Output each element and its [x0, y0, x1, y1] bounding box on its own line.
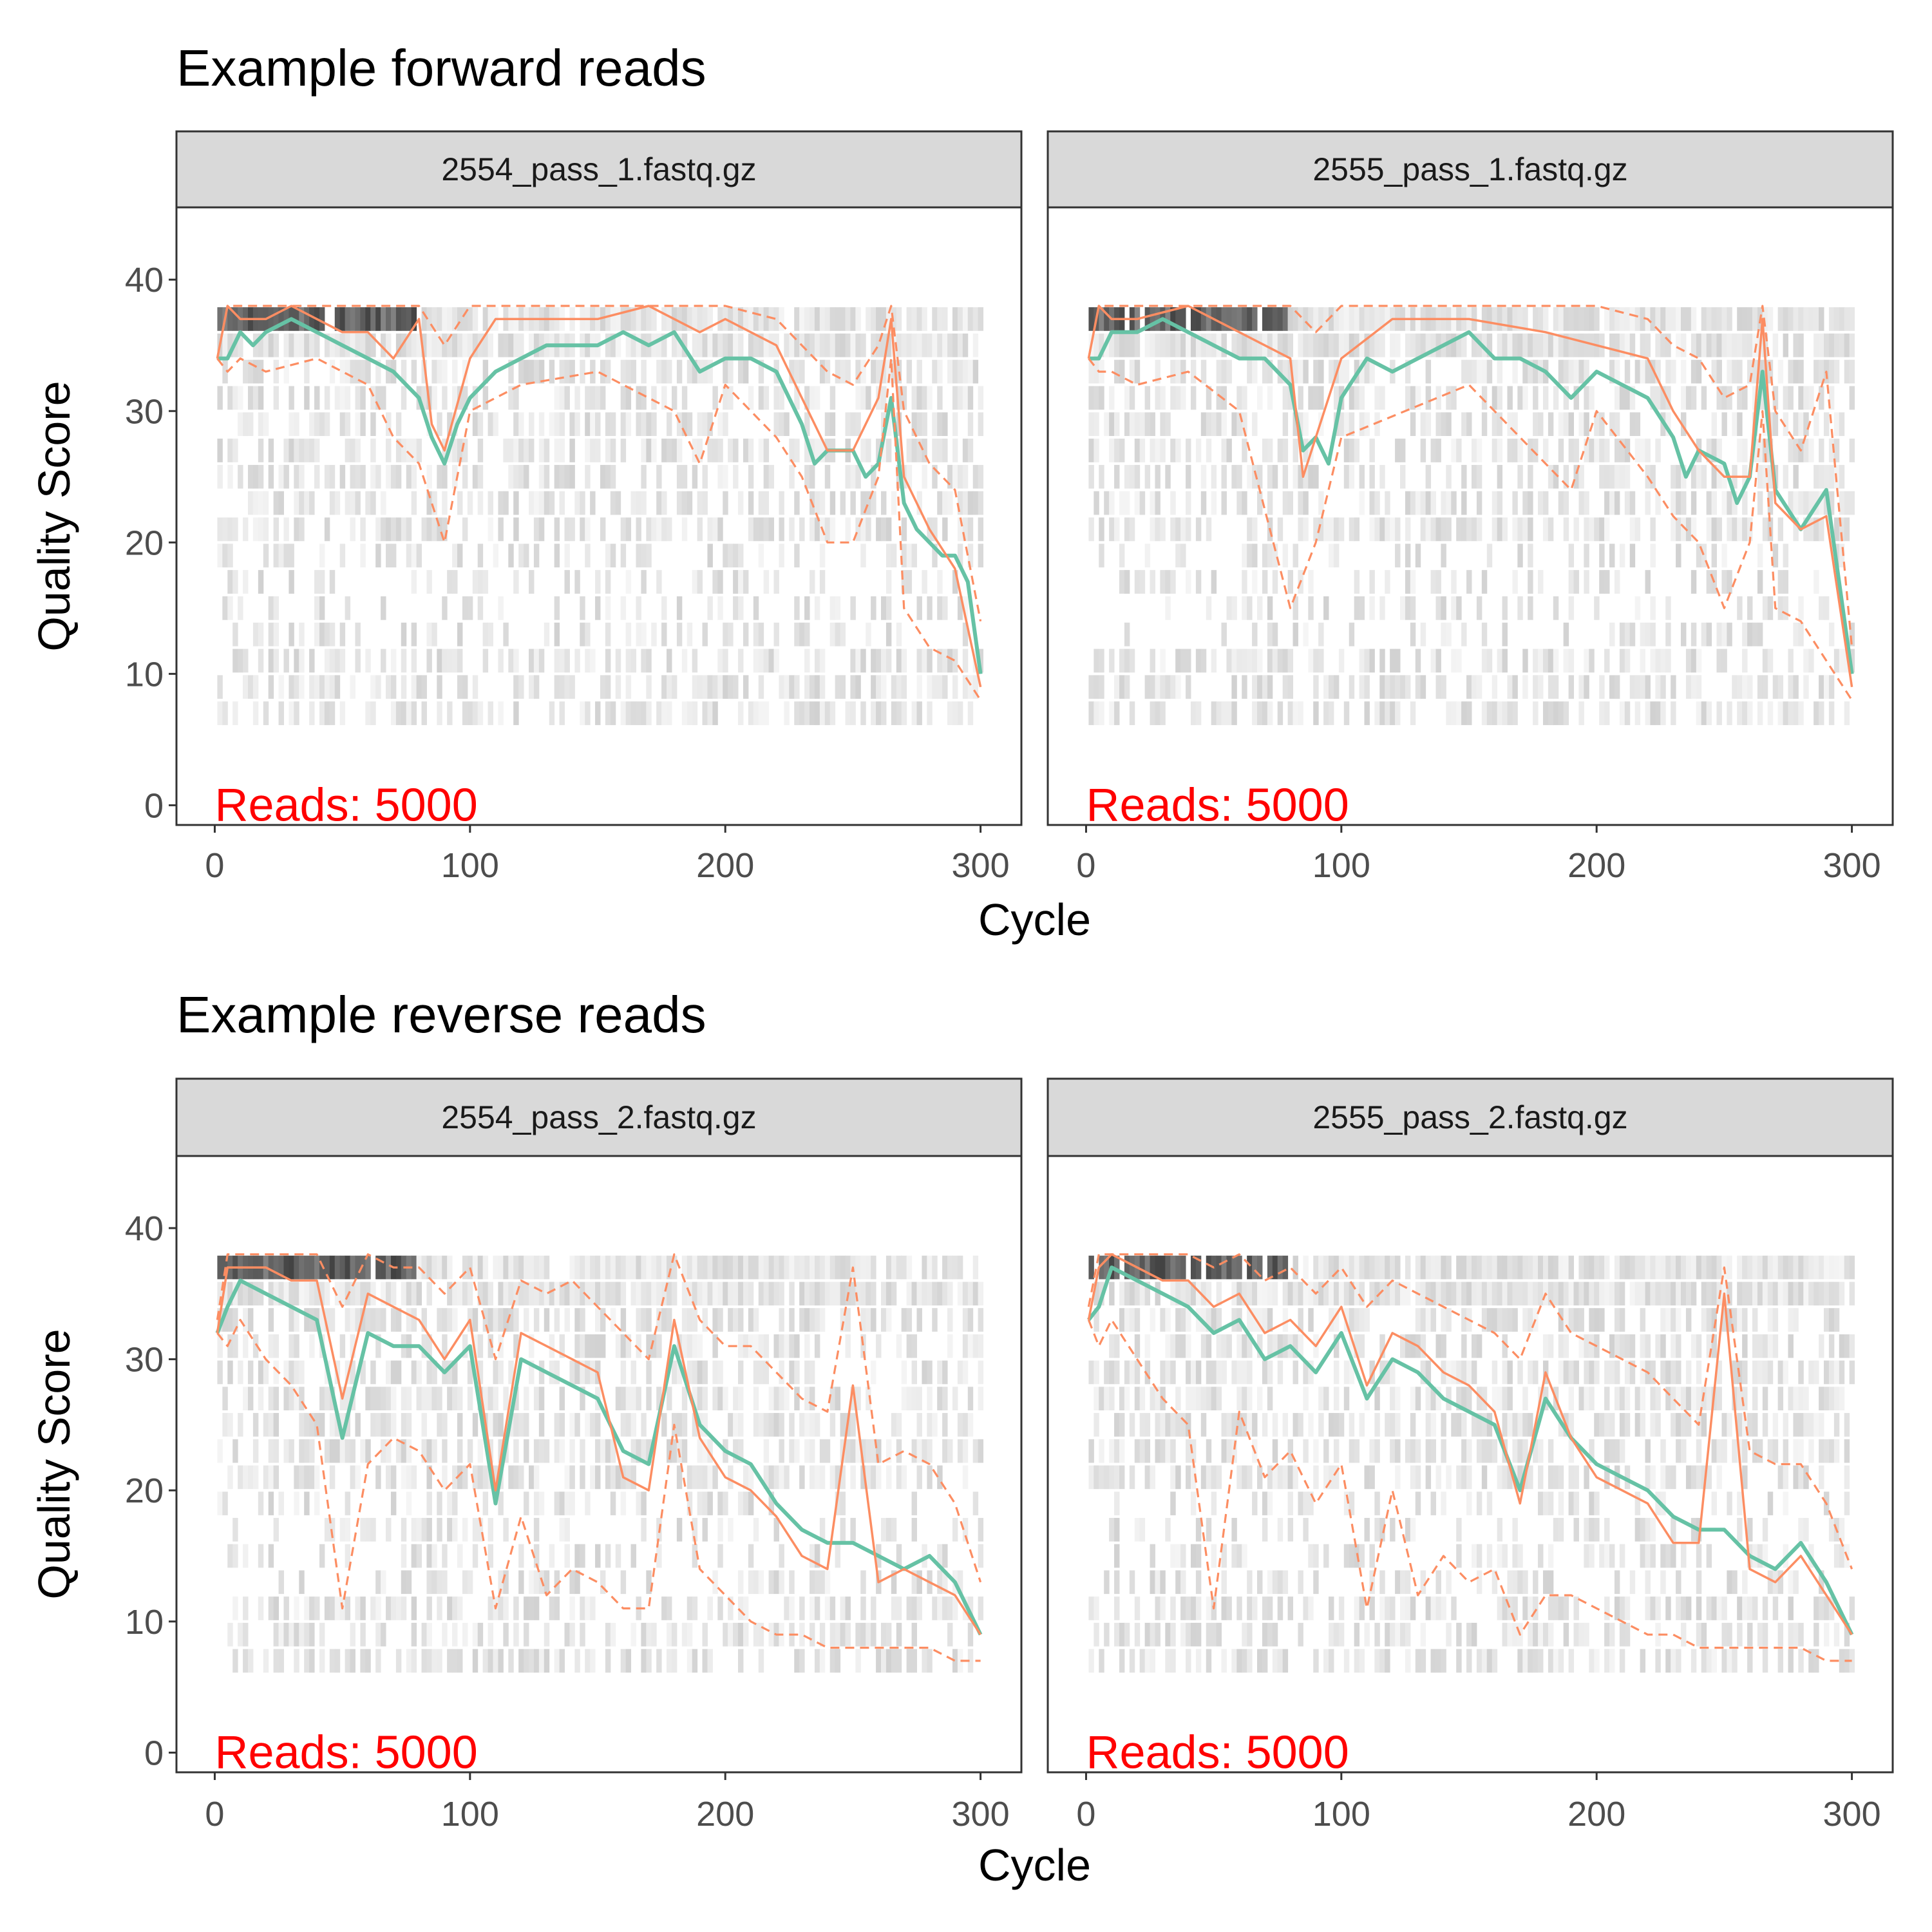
x-axis-title: Cycle	[978, 895, 1091, 945]
quality-frequency-tiles	[217, 1255, 984, 1673]
quality-frequency-tiles	[1088, 307, 1855, 725]
facet-strip	[175, 1077, 1023, 1157]
facet-panel-4: Reads: 5000 2555_pass_2.fastq.gz 0 100 200 30…	[1046, 1077, 1894, 1833]
y-tick-label: 10	[125, 655, 164, 694]
y-tick-label: 0	[144, 786, 164, 825]
reads-count-label: Reads: 5000	[214, 779, 477, 831]
reverse-reads-title: Example reverse reads	[176, 986, 706, 1043]
x-tick-label: 200	[1567, 1795, 1625, 1833]
q25-quality-line	[216, 1318, 981, 1662]
facet-strip	[1046, 130, 1894, 209]
facet-strip-label: 2554_pass_2.fastq.gz	[441, 1099, 756, 1135]
x-tick-label: 200	[1567, 846, 1625, 885]
y-axis-title: Quality Score	[29, 381, 79, 651]
facet-strip	[175, 130, 1023, 209]
x-tick-label: 0	[205, 1795, 224, 1833]
facet-strip-label: 2554_pass_1.fastq.gz	[441, 151, 756, 187]
x-tick-label: 200	[696, 846, 754, 885]
reads-count-label: Reads: 5000	[1086, 779, 1349, 831]
y-tick-label: 20	[125, 1472, 164, 1510]
x-axis-title: Cycle	[978, 1840, 1091, 1890]
panel-background	[1048, 1156, 1893, 1772]
x-tick-label: 100	[1312, 846, 1370, 885]
facet-panel-2: Reads: 5000 2555_pass_1.fastq.gz 0 100 200 30…	[1046, 130, 1894, 885]
median-quality-line	[1087, 305, 1853, 688]
x-tick-label: 300	[952, 1795, 1010, 1833]
x-tick-label: 0	[1076, 846, 1095, 885]
reads-count-label: Reads: 5000	[1086, 1727, 1349, 1778]
y-tick-label: 0	[144, 1734, 164, 1772]
reads-count-label: Reads: 5000	[214, 1727, 477, 1778]
mean-quality-line	[1088, 317, 1854, 674]
mean-quality-line	[215, 1278, 983, 1636]
median-quality-line	[216, 1266, 982, 1636]
forward-reads-title: Example forward reads	[176, 39, 706, 97]
y-tick-label: 30	[125, 1341, 164, 1379]
panel-background	[1048, 207, 1893, 825]
x-tick-label: 300	[1823, 846, 1881, 885]
mean-quality-line	[1087, 1265, 1854, 1636]
y-tick-label: 40	[125, 1209, 164, 1248]
facet-strip-label: 2555_pass_2.fastq.gz	[1312, 1099, 1627, 1135]
y-axis-title: Quality Score	[29, 1329, 79, 1599]
mean-quality-line	[217, 317, 983, 674]
median-quality-line	[1087, 1253, 1853, 1636]
q75-quality-line	[216, 1253, 982, 1583]
median-quality-line	[216, 305, 982, 688]
q75-quality-line	[1087, 1253, 1853, 1569]
x-tick-label: 200	[696, 1795, 754, 1833]
x-tick-label: 0	[1076, 1795, 1095, 1833]
x-tick-label: 300	[1823, 1795, 1881, 1833]
x-tick-label: 300	[952, 846, 1010, 885]
x-tick-label: 100	[441, 846, 499, 885]
facet-strip	[1046, 1077, 1894, 1157]
x-tick-label: 0	[205, 846, 224, 885]
panel-background	[176, 1156, 1021, 1772]
x-tick-label: 100	[441, 1795, 499, 1833]
y-tick-label: 40	[125, 261, 164, 299]
x-tick-label: 100	[1312, 1795, 1370, 1833]
q25-quality-line	[216, 357, 981, 701]
facet-strip-label: 2555_pass_1.fastq.gz	[1312, 151, 1627, 187]
panel-background	[176, 207, 1021, 825]
y-tick-label: 10	[125, 1603, 164, 1642]
y-tick-label: 20	[125, 524, 164, 562]
y-tick-label: 30	[125, 392, 164, 431]
q75-quality-line	[1087, 305, 1853, 648]
quality-frequency-tiles	[217, 307, 984, 725]
q25-quality-line	[1087, 1318, 1852, 1662]
q75-quality-line	[216, 305, 982, 622]
